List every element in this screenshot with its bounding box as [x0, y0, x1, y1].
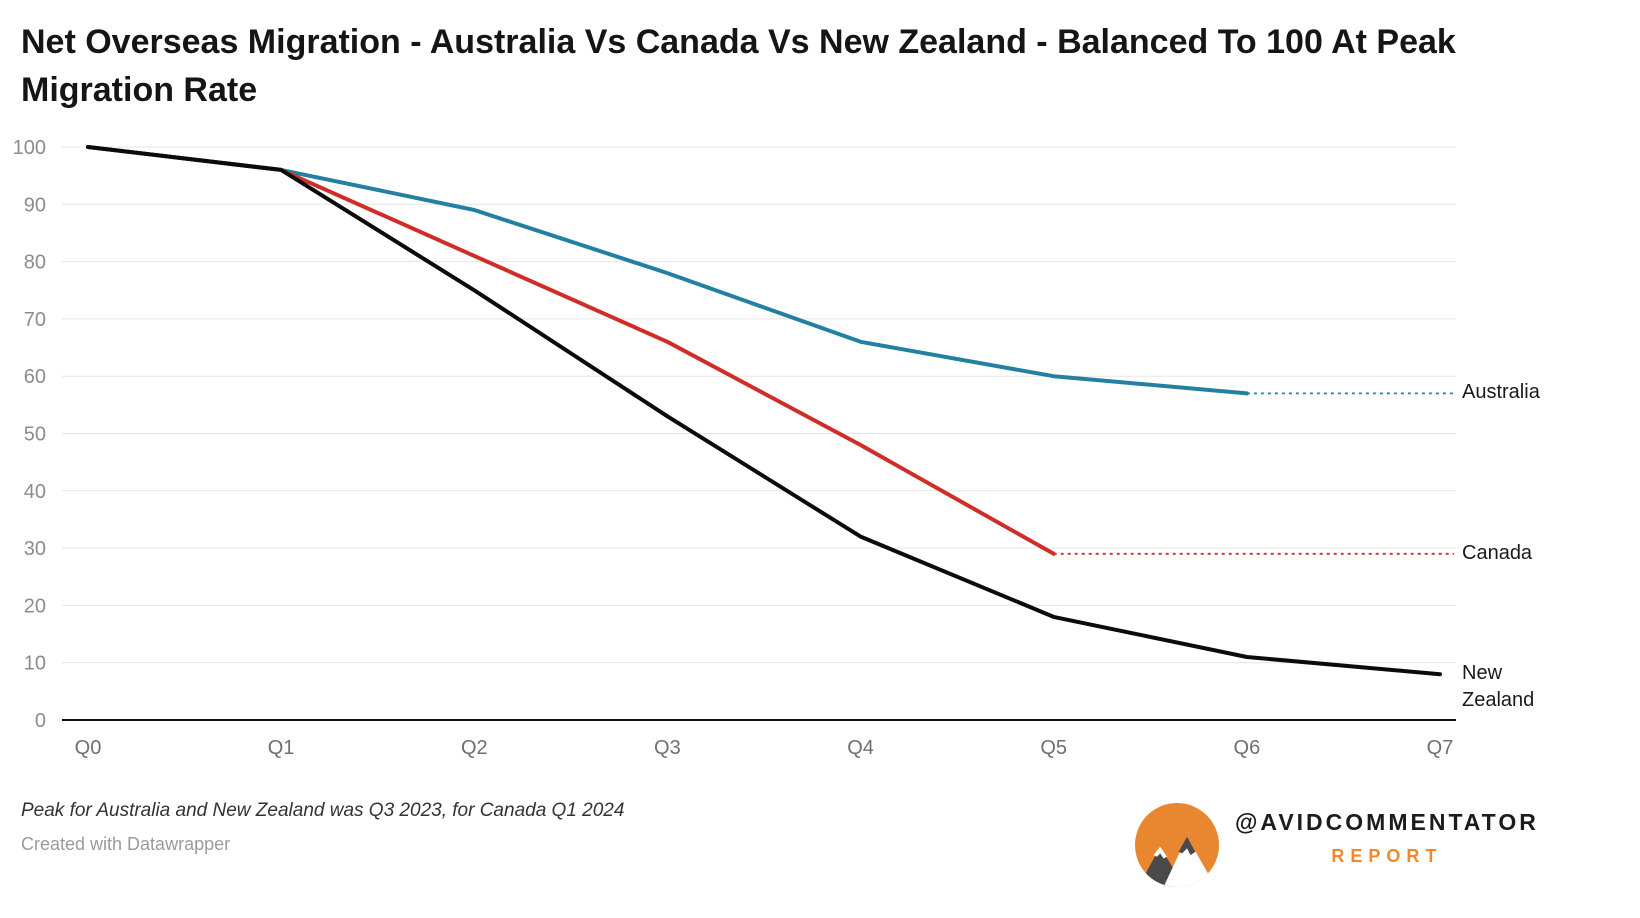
- y-tick-label: 100: [13, 137, 46, 159]
- chart-title: Net Overseas Migration - Australia Vs Ca…: [21, 23, 1456, 110]
- series-line-australia: [86, 145, 1249, 396]
- brand-subtitle: REPORT: [1331, 846, 1443, 866]
- series-label-new-zealand: New Zealand: [1462, 662, 1535, 712]
- y-tick-label: 20: [24, 595, 46, 617]
- y-tick-label: 40: [24, 481, 46, 503]
- x-tick-label: Q4: [847, 737, 874, 759]
- mountain-logo-icon: [1135, 803, 1219, 887]
- y-tick-label: 10: [24, 653, 46, 675]
- y-tick-label: 60: [24, 366, 46, 388]
- y-tick-label: 0: [35, 710, 46, 732]
- y-tick-label: 80: [24, 252, 46, 274]
- x-tick-label: Q7: [1427, 737, 1454, 759]
- y-tick-label: 50: [24, 424, 46, 446]
- branding-block: @AVIDCOMMENTATOR REPORT: [1135, 803, 1539, 887]
- y-tick-label: 90: [24, 194, 46, 216]
- x-tick-label: Q5: [1040, 737, 1067, 759]
- x-tick-label: Q1: [268, 737, 295, 759]
- branding-text: @AVIDCOMMENTATOR REPORT: [1235, 803, 1539, 867]
- y-tick-label: 70: [24, 309, 46, 331]
- brand-handle: @AVIDCOMMENTATOR: [1235, 809, 1539, 835]
- x-tick-label: Q2: [461, 737, 488, 759]
- datawrapper-credit: Created with Datawrapper: [21, 834, 231, 854]
- x-tick-label: Q6: [1234, 737, 1261, 759]
- footnote: Peak for Australia and New Zealand was Q…: [21, 800, 625, 821]
- series-label-australia: Australia: [1462, 381, 1540, 404]
- y-tick-label: 30: [24, 538, 46, 560]
- x-tick-label: Q0: [75, 737, 102, 759]
- x-tick-label: Q3: [654, 737, 681, 759]
- series-label-canada: Canada: [1462, 541, 1533, 564]
- series-line-new-zealand: [86, 145, 1442, 677]
